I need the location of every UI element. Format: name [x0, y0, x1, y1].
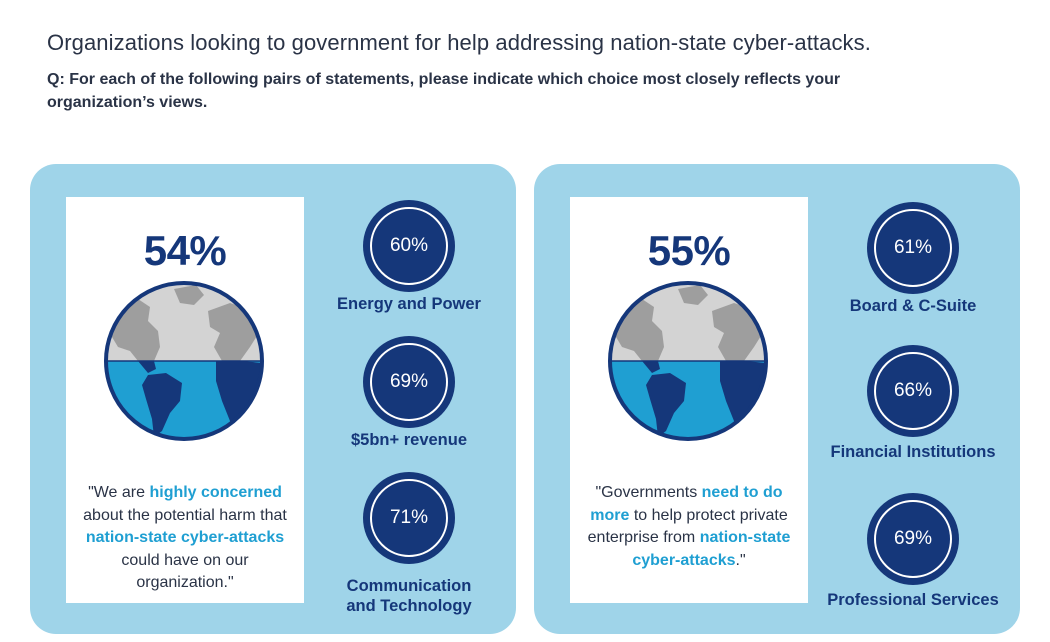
stat-circle: 60% [363, 200, 455, 292]
page-headline: Organizations looking to government for … [47, 30, 871, 55]
stat-circle: 71% [363, 472, 455, 564]
stat-circle: 69% [363, 336, 455, 428]
stat-label: Board & C-Suite [849, 297, 977, 315]
stat-circle: 61% [867, 202, 959, 294]
stat-5bn-revenue: 69% $5bn+ revenue [316, 336, 502, 456]
stat-circle: 69% [867, 493, 959, 585]
stat-professional-services: 69% Professional Services [820, 493, 1006, 613]
stat-label: Energy and Power [337, 295, 481, 313]
stat-label: $5bn+ revenue [350, 431, 467, 449]
left-panel: 54% "We are highly concerned about the p… [30, 164, 516, 634]
globe-icon [608, 281, 768, 441]
stat-communication-technology: 71% Communication and Technology [316, 472, 502, 615]
stat-label: Communication [346, 577, 472, 595]
right-highlight-card: 55% "Governments need to do more to help… [570, 197, 808, 603]
quote-highlight: highly concerned [149, 484, 282, 501]
right-headline-percent: 55% [647, 227, 731, 274]
stat-energy-power: 60% Energy and Power [316, 200, 502, 320]
quote-highlight: need to do more [590, 484, 783, 524]
stat-circle: 66% [867, 345, 959, 437]
stat-board-csuite: 61% Board & C-Suite [820, 202, 1006, 322]
quote-highlight: nation-state cyber-attacks [632, 529, 791, 569]
left-highlight-card: 54% "We are highly concerned about the p… [66, 197, 304, 603]
left-quote: "We are highly concerned about the poten… [83, 484, 287, 591]
stat-financial-institutions: 66% Financial Institutions [820, 345, 1006, 465]
stat-label: Financial Institutions [830, 443, 996, 461]
stat-label: and Technology [346, 597, 472, 615]
left-headline-percent: 54% [143, 227, 227, 274]
right-panel: 55% "Governments need to do more to help… [534, 164, 1020, 634]
survey-question: Q: For each of the following pairs of st… [47, 71, 841, 111]
right-quote: "Governments need to do more to help pro… [587, 484, 791, 569]
quote-highlight: nation-state cyber-attacks [85, 529, 285, 546]
globe-icon [104, 281, 264, 441]
stat-label: Professional Services [827, 591, 999, 609]
